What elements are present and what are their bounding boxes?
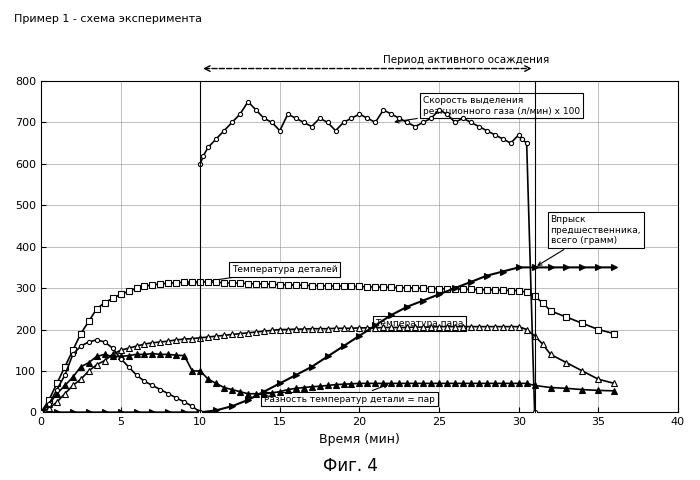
Text: Скорость выделения
реакционного газа (л/мин) х 100: Скорость выделения реакционного газа (л/…	[395, 96, 580, 123]
X-axis label: Время (мин): Время (мин)	[319, 433, 400, 446]
Text: Период активного осаждения: Период активного осаждения	[384, 55, 550, 65]
Text: Пример 1 - схема эксперимента: Пример 1 - схема эксперимента	[14, 14, 202, 24]
Text: Температура деталей: Температура деталей	[188, 265, 337, 286]
Text: Впрыск
предшественника,
всего (грамм): Впрыск предшественника, всего (грамм)	[538, 215, 641, 265]
Text: Разность температур детали = пар: Разность температур детали = пар	[264, 384, 435, 404]
Text: Температура пара: Температура пара	[375, 319, 464, 328]
Text: Фиг. 4: Фиг. 4	[323, 457, 377, 475]
